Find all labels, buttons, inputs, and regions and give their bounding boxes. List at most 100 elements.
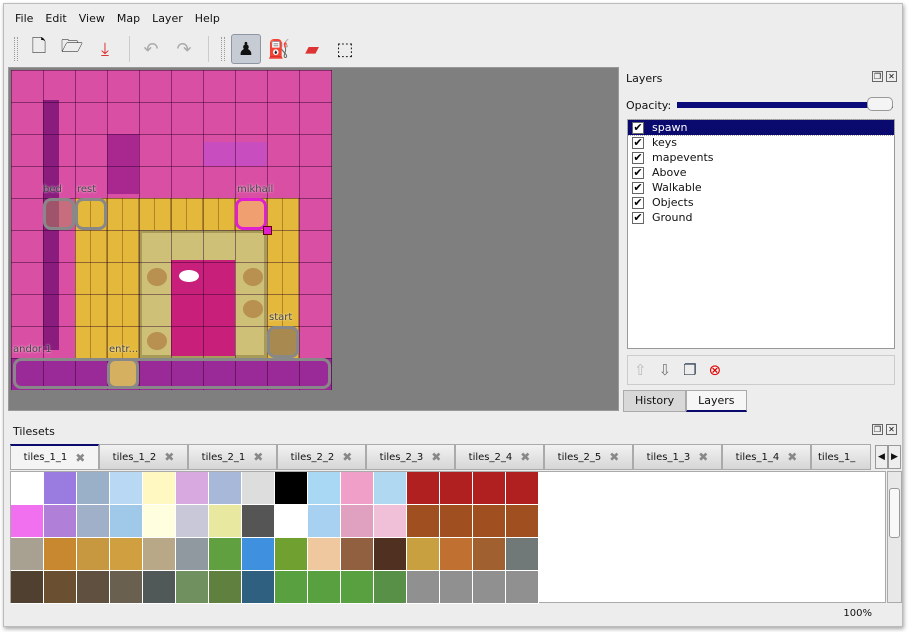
tile[interactable] [440,571,473,604]
tile[interactable] [143,472,176,505]
tile[interactable] [341,472,374,505]
map-object-selected[interactable] [235,198,267,230]
close-tab-icon[interactable]: ✖ [164,450,175,464]
tile[interactable] [143,571,176,604]
tile[interactable] [308,538,341,571]
tileset-tab[interactable]: tiles_1_3 ✖ [633,444,722,470]
tile[interactable] [341,571,374,604]
menu-view[interactable]: View [78,12,105,25]
tileset-tab[interactable]: tiles_1_4 ✖ [722,444,811,470]
tile[interactable] [473,505,506,538]
tile[interactable] [506,571,539,604]
layer-row[interactable]: ✔ Ground [628,210,894,225]
scrollbar-thumb[interactable] [889,488,900,538]
tile[interactable] [209,538,242,571]
tile[interactable] [275,505,308,538]
tileset-scrollbar[interactable] [887,471,902,603]
tile[interactable] [11,472,44,505]
tile[interactable] [143,538,176,571]
menu-help[interactable]: Help [194,12,220,25]
close-tab-icon[interactable]: ✖ [75,450,86,465]
tileset-tab[interactable]: tiles_2_3 ✖ [366,444,455,470]
tile[interactable] [374,472,407,505]
tile[interactable] [44,505,77,538]
map-view[interactable]: bed rest mikhail start andor:1 entr... [8,67,619,411]
layer-row[interactable]: ✔ Objects [628,195,894,210]
tile[interactable] [308,472,341,505]
visibility-checkbox[interactable]: ✔ [632,195,644,209]
tile[interactable] [308,505,341,538]
tileset-view[interactable] [10,471,886,604]
tile[interactable] [242,538,275,571]
tile[interactable] [242,472,275,505]
tile[interactable] [275,472,308,505]
close-tab-icon[interactable]: ✖ [431,450,442,464]
tile[interactable] [11,505,44,538]
tile[interactable] [209,571,242,604]
remove-layer-icon[interactable]: ⊗ [708,361,722,379]
tile[interactable] [77,472,110,505]
tile[interactable] [473,571,506,604]
tile[interactable] [44,472,77,505]
visibility-checkbox[interactable]: ✔ [632,120,644,134]
map-object[interactable] [75,198,107,230]
duplicate-layer-icon[interactable]: ❐ [683,361,697,379]
tileset-tab[interactable]: tiles_2_1 ✖ [188,444,277,470]
bucket-fill-icon[interactable]: ⛽ [267,38,291,60]
tile[interactable] [473,472,506,505]
eraser-icon[interactable]: ▰ [305,38,319,60]
tile[interactable] [407,571,440,604]
menu-edit[interactable]: Edit [45,12,67,25]
rect-select-icon[interactable]: ⬚ [336,38,354,60]
tile[interactable] [407,538,440,571]
tile[interactable] [44,538,77,571]
save-icon[interactable]: ⤓ [101,38,109,60]
tile[interactable] [275,571,308,604]
tile[interactable] [440,472,473,505]
menu-file[interactable]: File [15,12,34,25]
tile[interactable] [176,538,209,571]
tile[interactable] [440,505,473,538]
tileset-tab[interactable]: tiles_2_2 ✖ [277,444,366,470]
tile[interactable] [242,571,275,604]
menu-map[interactable]: Map [116,12,141,25]
tile[interactable] [440,538,473,571]
tile[interactable] [77,571,110,604]
layer-row[interactable]: ✔ mapevents [628,150,894,165]
new-icon[interactable]: 🗋 [31,36,47,57]
close-tab-icon[interactable]: ✖ [698,450,709,464]
tab-history[interactable]: History [623,390,687,412]
tile[interactable] [44,571,77,604]
tile[interactable] [341,538,374,571]
visibility-checkbox[interactable]: ✔ [632,210,644,224]
tile[interactable] [308,571,341,604]
tile[interactable] [506,538,539,571]
tab-layers[interactable]: Layers [686,390,747,412]
tile[interactable] [176,505,209,538]
tileset-tab[interactable]: tiles_1_2 ✖ [99,444,188,470]
visibility-checkbox[interactable]: ✔ [632,135,644,149]
tile[interactable] [407,505,440,538]
visibility-checkbox[interactable]: ✔ [632,180,644,194]
tileset-tab[interactable]: tiles_1_ [811,444,871,470]
map-object[interactable] [13,358,331,389]
tile[interactable] [275,538,308,571]
tile[interactable] [176,472,209,505]
tile[interactable] [110,571,143,604]
close-tab-icon[interactable]: ✖ [787,450,798,464]
tile[interactable] [110,538,143,571]
tile[interactable] [209,505,242,538]
close-tab-icon[interactable]: ✖ [253,450,264,464]
tab-scroll-left-icon[interactable]: ◀ [875,445,888,469]
tile[interactable] [407,472,440,505]
visibility-checkbox[interactable]: ✔ [632,150,644,164]
lower-layer-icon[interactable]: ⇩ [658,361,672,379]
tile[interactable] [374,571,407,604]
close-icon[interactable]: ✕ [886,71,897,82]
tile[interactable] [143,505,176,538]
opacity-slider-handle[interactable] [867,97,893,111]
visibility-checkbox[interactable]: ✔ [632,165,644,179]
tile[interactable] [374,538,407,571]
tileset-tab[interactable]: tiles_2_5 ✖ [544,444,633,470]
layer-row[interactable]: ✔ keys [628,135,894,150]
